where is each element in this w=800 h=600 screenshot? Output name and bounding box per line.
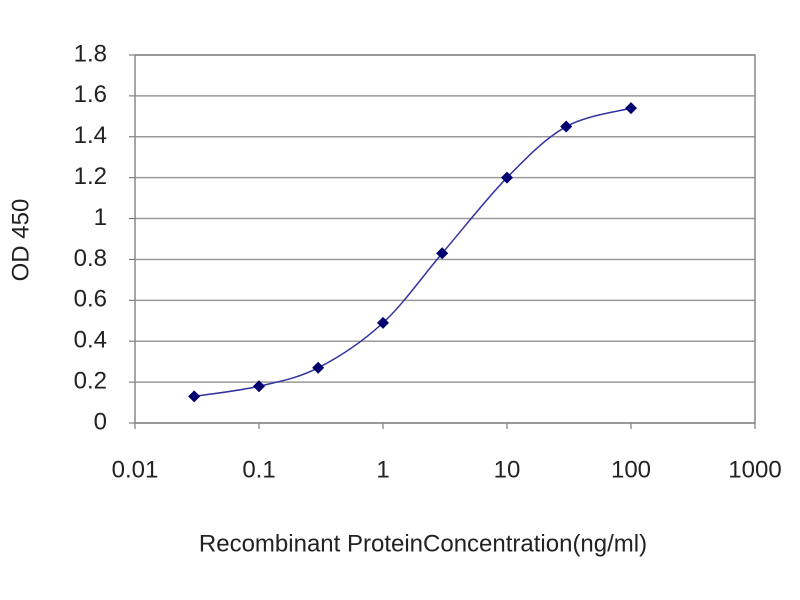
- data-point: [253, 380, 265, 393]
- data-point: [501, 171, 513, 184]
- x-tick-label: 100: [611, 456, 651, 483]
- data-point: [377, 316, 389, 329]
- plot-border: [134, 54, 756, 424]
- y-tick-label: 0.2: [74, 367, 107, 394]
- y-tick-label: 0: [94, 408, 107, 435]
- data-point: [188, 390, 201, 403]
- y-tick-label: 0.8: [74, 245, 107, 272]
- y-tick-label: 1.2: [74, 163, 107, 190]
- data-point: [436, 247, 449, 260]
- y-tick-label: 0.6: [74, 286, 107, 313]
- y-tick-label: 0.4: [74, 327, 107, 354]
- data-line: [194, 107, 632, 398]
- x-tick-label: 1: [376, 456, 389, 483]
- x-tick-label: 0.1: [242, 456, 275, 483]
- x-tick-label: 10: [494, 456, 521, 483]
- y-tick-label: 1.6: [74, 81, 107, 108]
- data-point: [560, 120, 573, 133]
- x-tick-label: 0.01: [112, 456, 159, 483]
- y-tick-label: 1.4: [74, 122, 107, 149]
- x-axis-label: Recombinant ProteinConcentration(ng/ml): [199, 530, 647, 557]
- x-tick-label: 1000: [728, 456, 781, 483]
- data-point: [312, 361, 325, 374]
- y-axis-label: OD 450: [7, 199, 34, 282]
- y-tick-label: 1: [94, 204, 107, 231]
- y-tick-label: 1.8: [74, 40, 107, 67]
- data-point: [625, 102, 637, 115]
